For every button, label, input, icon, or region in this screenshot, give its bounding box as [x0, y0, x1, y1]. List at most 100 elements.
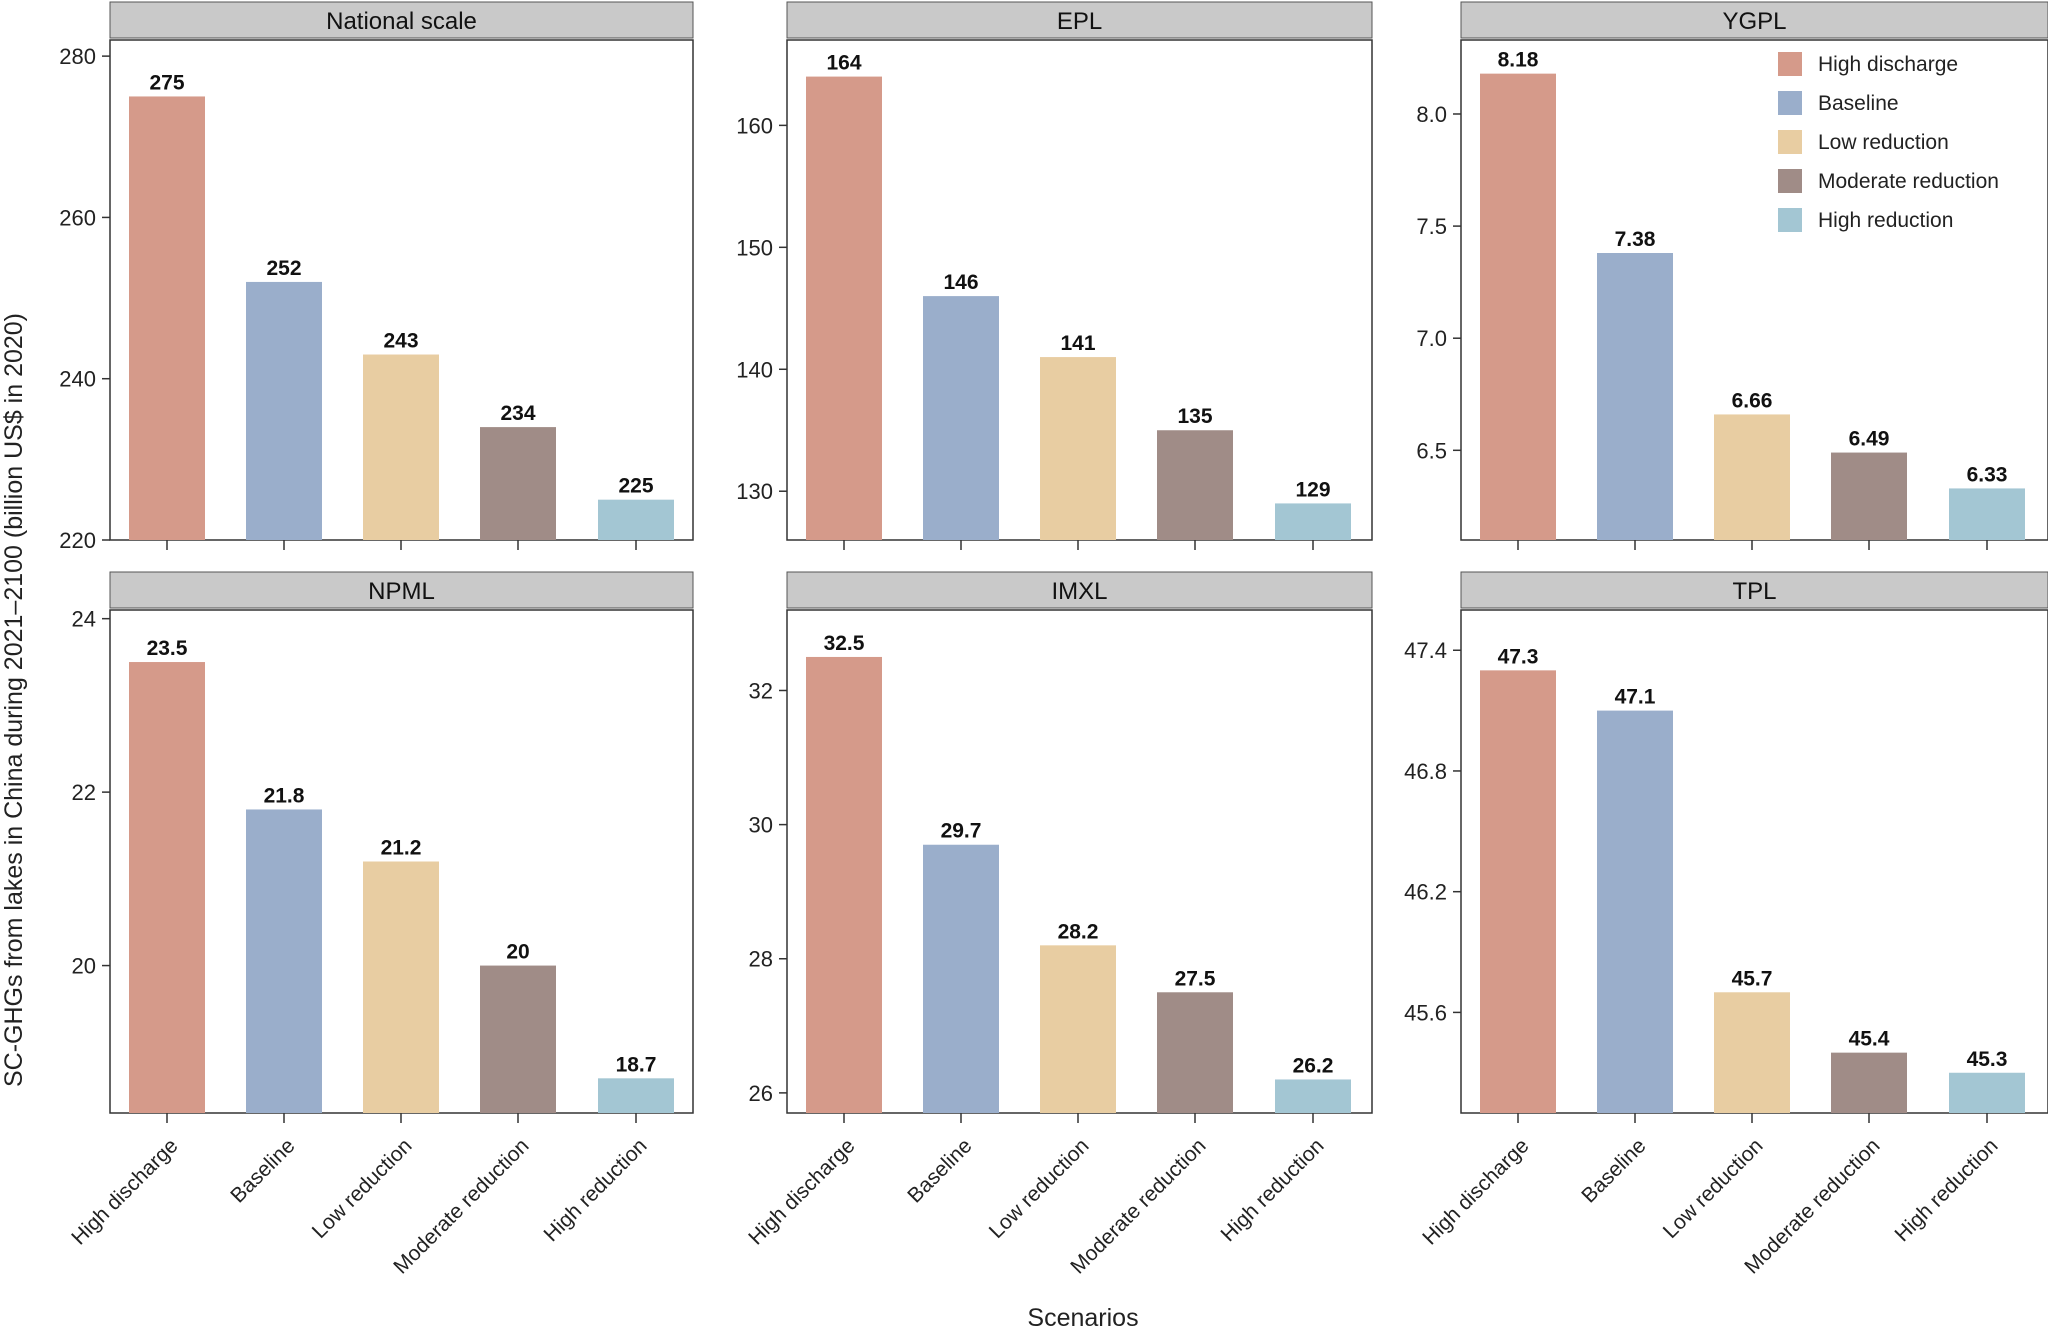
- data-label: 47.3: [1498, 645, 1539, 668]
- data-label: 234: [500, 402, 535, 425]
- panel-npml: NPML 20 22 24 23.5 High discharge 21.8 Baseline…: [67, 571, 694, 1278]
- data-label: 45.3: [1967, 1048, 2008, 1071]
- y-tick-label: 150: [736, 235, 773, 260]
- legend-label: High discharge: [1818, 53, 1958, 76]
- data-label: 23.5: [147, 637, 188, 660]
- bar-high-discharge: [129, 662, 205, 1113]
- y-tick-label: 46.2: [1404, 880, 1447, 905]
- legend-swatch: [1778, 130, 1802, 154]
- data-label: 8.18: [1498, 49, 1539, 72]
- bar-moderate-reduction: [1157, 992, 1233, 1113]
- panel-strip: [109, 1, 694, 39]
- panel-national-scale: National scale 220 240 260 280 275 252 243 234 22…: [59, 1, 694, 553]
- data-label: 6.33: [1967, 463, 2008, 486]
- y-tick-label: 32: [749, 678, 773, 703]
- legend-label: Moderate reduction: [1818, 170, 1999, 193]
- panel-title: YGPL: [1722, 8, 1786, 35]
- bar-moderate-reduction: [1831, 452, 1907, 540]
- data-label: 6.49: [1849, 428, 1890, 451]
- y-tick-label: 28: [749, 947, 773, 972]
- data-label: 21.2: [381, 837, 422, 860]
- panel-strip: [786, 1, 1373, 39]
- panel-title: EPL: [1057, 8, 1102, 35]
- y-tick-label: 7.0: [1416, 326, 1447, 351]
- y-tick-label: 20: [72, 954, 96, 979]
- data-label: 275: [149, 71, 184, 94]
- bar-baseline: [1597, 253, 1673, 540]
- legend-item-low-reduction: Low reduction: [1778, 130, 1949, 154]
- legend-swatch: [1778, 91, 1802, 115]
- x-tick-label: High reduction: [1217, 1134, 1329, 1246]
- data-label: 252: [266, 257, 301, 280]
- bar-low-reduction: [1714, 992, 1790, 1113]
- y-tick-label: 260: [59, 205, 96, 230]
- panel-title: IMXL: [1051, 578, 1107, 605]
- panel-strip: [1460, 571, 2048, 609]
- legend-label: High reduction: [1818, 209, 1953, 232]
- x-tick-label: High reduction: [1891, 1134, 2003, 1246]
- bar-high-reduction: [1949, 488, 2025, 540]
- bar-high-reduction: [1275, 1079, 1351, 1113]
- y-tick-label: 280: [59, 44, 96, 69]
- x-tick-label: High discharge: [1418, 1134, 1533, 1249]
- bar-high-discharge: [1480, 73, 1556, 540]
- data-label: 18.7: [616, 1053, 657, 1076]
- bar-baseline: [1597, 710, 1673, 1113]
- legend-label: Baseline: [1818, 92, 1899, 115]
- data-label: 7.38: [1615, 228, 1656, 251]
- legend-item-baseline: Baseline: [1778, 91, 1899, 115]
- x-tick-label: Baseline: [903, 1134, 976, 1207]
- bar-baseline: [923, 844, 999, 1113]
- panel-title: NPML: [368, 578, 435, 605]
- legend: High discharge Baseline Low reduction Moder…: [1778, 52, 1999, 232]
- data-label: 243: [383, 330, 418, 353]
- bar-baseline: [246, 281, 322, 540]
- x-tick-label: Low reduction: [1659, 1134, 1768, 1243]
- x-tick-label: Baseline: [226, 1134, 299, 1207]
- y-tick-label: 240: [59, 367, 96, 392]
- x-tick-label: Low reduction: [985, 1134, 1094, 1243]
- data-label: 129: [1295, 478, 1330, 501]
- y-tick-label: 30: [749, 813, 773, 838]
- data-label: 29.7: [941, 820, 982, 843]
- panel-strip: [1460, 1, 2048, 39]
- data-label: 45.7: [1732, 967, 1773, 990]
- y-axis-title: SC-GHGs from lakes in China during 2021–…: [0, 313, 28, 1087]
- legend-label: Low reduction: [1818, 131, 1949, 154]
- y-tick-label: 26: [749, 1081, 773, 1106]
- y-tick-label: 47.4: [1404, 638, 1447, 663]
- data-label: 6.66: [1732, 389, 1773, 412]
- bar-low-reduction: [1040, 945, 1116, 1113]
- bar-high-discharge: [1480, 670, 1556, 1113]
- bar-high-reduction: [598, 499, 674, 540]
- data-label: 28.2: [1058, 920, 1099, 943]
- y-tick-label: 8.0: [1416, 102, 1447, 127]
- legend-swatch: [1778, 208, 1802, 232]
- panel-ygpl: YGPL 6.5 7.0 7.5 8.0 8.18 7.38 6.66 6.49 6.33: [1416, 1, 2048, 550]
- legend-swatch: [1778, 169, 1802, 193]
- y-tick-label: 160: [736, 113, 773, 138]
- panel-title: TPL: [1732, 578, 1776, 605]
- data-label: 164: [826, 52, 861, 75]
- bar-low-reduction: [1040, 357, 1116, 540]
- data-label: 26.2: [1293, 1054, 1334, 1077]
- data-label: 225: [618, 475, 653, 498]
- y-tick-label: 140: [736, 357, 773, 382]
- bar-moderate-reduction: [1831, 1052, 1907, 1113]
- legend-swatch: [1778, 52, 1802, 76]
- data-label: 146: [943, 271, 978, 294]
- bar-low-reduction: [363, 861, 439, 1113]
- y-tick-label: 45.6: [1404, 1000, 1447, 1025]
- y-tick-label: 22: [72, 780, 96, 805]
- y-tick-label: 6.5: [1416, 438, 1447, 463]
- data-label: 27.5: [1175, 967, 1216, 990]
- x-tick-label: High reduction: [540, 1134, 652, 1246]
- bar-moderate-reduction: [1157, 430, 1233, 540]
- y-tick-label: 7.5: [1416, 214, 1447, 239]
- y-tick-label: 130: [736, 479, 773, 504]
- y-tick-label: 220: [59, 528, 96, 553]
- bar-high-reduction: [598, 1078, 674, 1113]
- panel-strip: [786, 571, 1373, 609]
- bar-high-reduction: [1949, 1072, 2025, 1113]
